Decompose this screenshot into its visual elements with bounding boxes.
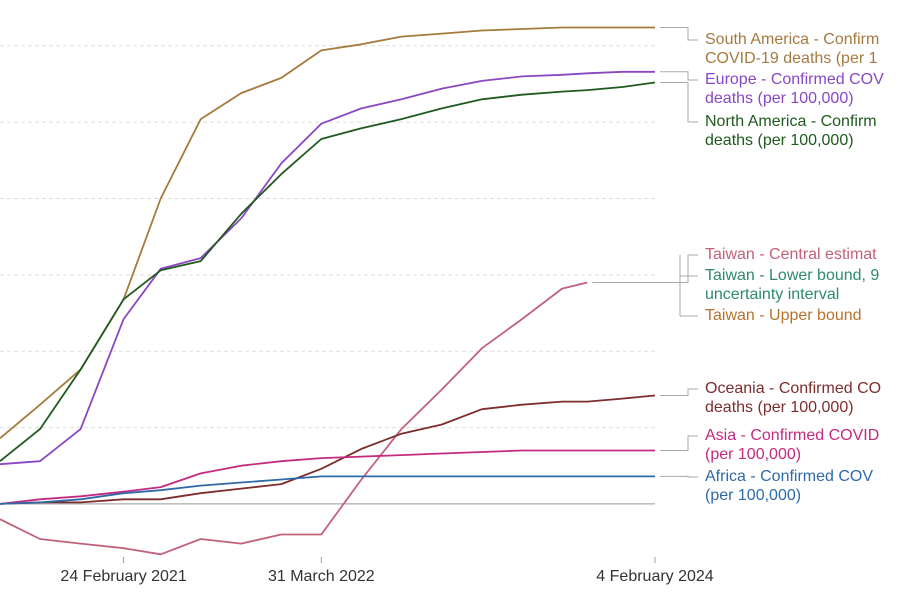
label-connector bbox=[660, 71, 698, 81]
label-connector bbox=[660, 81, 698, 123]
series-label: COVID-19 deaths (per 1 bbox=[705, 50, 878, 67]
label-connector bbox=[592, 254, 698, 283]
series-label: North America - Confirm bbox=[705, 113, 877, 130]
series-label: Taiwan - Upper bound bbox=[705, 307, 862, 324]
series-label: South America - Confirm bbox=[705, 31, 879, 48]
series-label: deaths (per 100,000) bbox=[705, 399, 854, 416]
series-label: (per 100,000) bbox=[705, 446, 801, 463]
series-label: deaths (per 100,000) bbox=[705, 132, 854, 149]
series-label: deaths (per 100,000) bbox=[705, 90, 854, 107]
label-connector bbox=[660, 475, 698, 478]
series-label: (per 100,000) bbox=[705, 487, 801, 504]
series-label: Africa - Confirmed COV bbox=[705, 468, 873, 485]
series-label: Europe - Confirmed COV bbox=[705, 71, 884, 88]
series-line bbox=[0, 449, 655, 505]
series-label: Taiwan - Lower bound, 9 bbox=[705, 267, 879, 284]
series-label: Asia - Confirmed COVID bbox=[705, 427, 879, 444]
series-line bbox=[0, 394, 656, 505]
x-tick-label: 24 February 2021 bbox=[60, 568, 186, 585]
x-tick-label: 31 March 2022 bbox=[268, 568, 375, 585]
series-label: Oceania - Confirmed CO bbox=[705, 380, 881, 397]
label-connector bbox=[660, 388, 698, 396]
series-line bbox=[0, 475, 655, 505]
series-line bbox=[0, 70, 655, 466]
label-connector bbox=[660, 26, 698, 41]
series-line bbox=[0, 81, 656, 462]
series-label: Taiwan - Central estimat bbox=[705, 246, 877, 263]
series-label: uncertainty interval bbox=[705, 286, 839, 303]
series-line bbox=[0, 281, 588, 556]
x-tick-label: 4 February 2024 bbox=[596, 568, 714, 585]
label-connector bbox=[660, 435, 698, 451]
series-line bbox=[0, 26, 655, 439]
